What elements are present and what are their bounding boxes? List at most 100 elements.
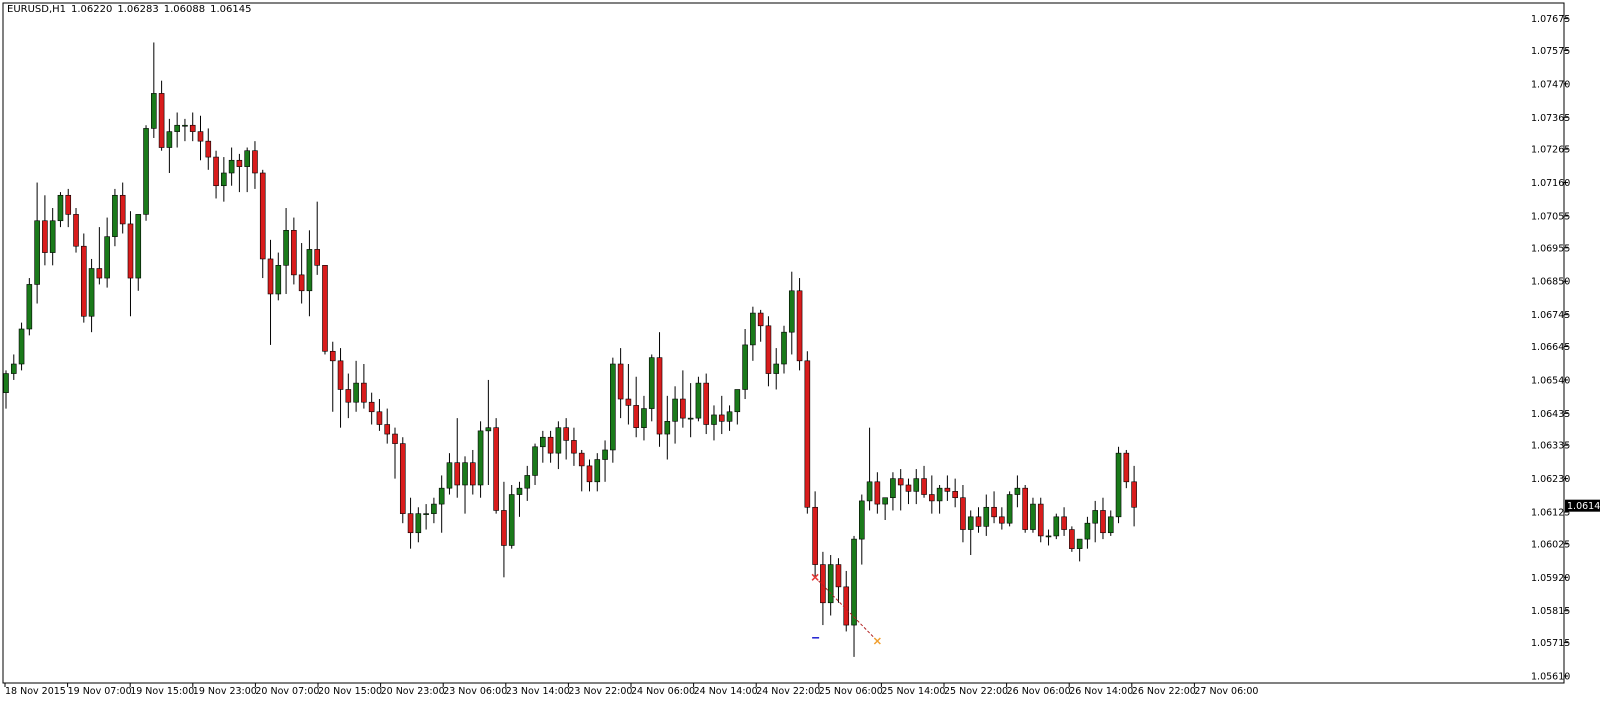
candle (563, 418, 569, 460)
candle (532, 443, 538, 485)
candle (555, 421, 562, 470)
bear-candle-body (812, 506, 818, 565)
candle (399, 437, 406, 524)
bull-candle-body (555, 427, 562, 454)
candle (213, 150, 219, 199)
candle (967, 510, 974, 556)
bull-candle-body (166, 131, 173, 148)
trade-entry-marker-stroke (811, 573, 819, 581)
bear-candle-body (205, 140, 212, 158)
bear-candle-body (804, 360, 811, 508)
bear-candle-body (329, 350, 336, 362)
candle (617, 348, 624, 419)
bear-candle-body (835, 564, 842, 588)
bear-candle-body (547, 436, 554, 454)
bull-candle-body (112, 194, 118, 237)
bear-candle-body (384, 424, 391, 435)
candle (578, 449, 585, 492)
bear-candle-body (680, 398, 686, 419)
bear-candle-body (1037, 503, 1044, 537)
bear-candle-body (929, 494, 935, 502)
time-tick-label: 26 Nov 14:00 (1069, 686, 1133, 697)
candle (1037, 497, 1044, 543)
bull-candle-body (1030, 503, 1036, 530)
bull-candle-body (423, 513, 429, 515)
candle (773, 348, 780, 390)
price-tick-label: 1.07675 (1531, 14, 1570, 25)
bear-candle-body (999, 516, 1005, 524)
candle (376, 399, 383, 431)
bull-candle-body (781, 331, 787, 365)
price-tick-label: 1.07055 (1531, 211, 1570, 222)
candle (641, 395, 647, 441)
bear-candle-body (189, 124, 196, 132)
candle (158, 80, 165, 151)
bull-candle-body (936, 487, 943, 502)
bull-candle-body (228, 159, 235, 174)
candle (182, 118, 188, 142)
bear-candle-body (73, 214, 79, 247)
bull-candle-body (672, 398, 678, 422)
bear-candle-body (578, 452, 585, 467)
bear-candle-body (921, 478, 927, 495)
bull-candle-body (1045, 535, 1052, 538)
low-price: 1.06088 (163, 4, 206, 15)
candle (540, 430, 546, 463)
candle (594, 453, 601, 492)
candle (890, 472, 896, 511)
bull-candle-body (1006, 494, 1013, 524)
price-tick-label: 1.07575 (1531, 46, 1570, 57)
candle (999, 507, 1005, 530)
bear-candle-body (586, 465, 593, 483)
bear-candle-body (469, 462, 476, 486)
candle (1123, 449, 1130, 489)
bear-candle-body (571, 440, 577, 454)
candle (1084, 516, 1091, 549)
time-tick-label: 23 Nov 06:00 (443, 686, 507, 697)
candle (695, 376, 702, 422)
time-tick-label: 20 Nov 15:00 (318, 686, 382, 697)
bear-candle-body (236, 159, 243, 167)
bull-candle-body (182, 124, 188, 127)
candle (547, 430, 554, 463)
candle (462, 456, 468, 514)
bull-candle-body (477, 430, 484, 486)
symbol-timeframe: EURUSD,H1 (7, 4, 67, 15)
candle (1045, 529, 1052, 546)
bull-candle-body (524, 475, 531, 489)
candle (1076, 538, 1083, 562)
bull-candle-body (34, 220, 40, 285)
candle (905, 478, 912, 505)
candle (221, 157, 227, 202)
candle (711, 405, 717, 441)
bear-candle-body (42, 220, 48, 253)
candle (1022, 484, 1028, 533)
candle (804, 351, 811, 514)
candle (34, 182, 40, 304)
bear-candle-body (96, 268, 103, 279)
candle (501, 481, 507, 578)
bull-candle-body (858, 500, 865, 540)
candle (205, 128, 212, 170)
bear-candle-body (1069, 529, 1075, 549)
bear-candle-body (820, 564, 826, 604)
bull-candle-body (851, 538, 857, 626)
candle (960, 484, 966, 543)
time-tick-label: 19 Nov 23:00 (193, 686, 257, 697)
candle (228, 147, 235, 186)
bear-candle-body (1022, 487, 1028, 530)
candle (18, 322, 25, 371)
bear-candle-body (703, 382, 710, 425)
candle (508, 484, 515, 549)
bull-candle-body (3, 373, 9, 393)
candle (283, 208, 289, 294)
time-tick-label: 20 Nov 23:00 (381, 686, 445, 697)
bull-candle-body (431, 503, 437, 514)
candle (189, 112, 196, 142)
candle (73, 208, 79, 253)
candle (812, 491, 818, 578)
bear-candle-body (952, 491, 958, 499)
candle (423, 504, 429, 530)
